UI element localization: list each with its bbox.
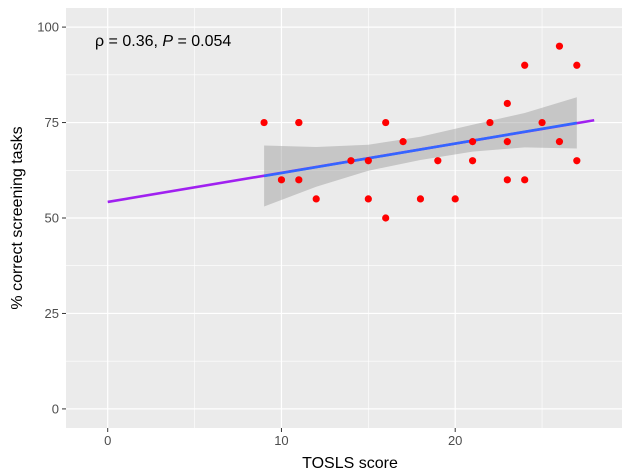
data-point <box>295 118 303 127</box>
rho-value: = 0.36, <box>104 33 162 50</box>
fit-line-layer <box>263 121 578 178</box>
data-point <box>260 118 268 127</box>
data-point <box>573 157 581 165</box>
confidence-band-layer <box>264 97 577 207</box>
data-point <box>295 176 303 184</box>
data-point <box>521 176 529 184</box>
data-point <box>573 61 581 69</box>
data-point <box>382 214 390 222</box>
y-tick-label: 75 <box>45 115 59 130</box>
x-tick-label: 10 <box>274 433 288 448</box>
data-point <box>503 99 511 108</box>
data-point <box>277 176 286 184</box>
data-point <box>468 157 477 165</box>
data-point <box>382 118 390 127</box>
data-point <box>364 157 372 165</box>
data-point <box>538 118 546 127</box>
data-point <box>468 138 477 146</box>
data-point <box>503 176 511 184</box>
y-axis: 0 25 50 75 100 <box>37 20 66 416</box>
x-axis-title: TOSLS score <box>302 455 398 472</box>
y-tick-label: 0 <box>52 401 59 416</box>
y-tick-label: 50 <box>45 211 59 226</box>
p-symbol: P <box>162 33 173 50</box>
data-point <box>555 42 564 50</box>
y-tick-label: 25 <box>45 306 59 321</box>
data-point <box>416 195 425 203</box>
data-point <box>521 61 529 69</box>
major-grid <box>66 8 622 428</box>
x-tick-label: 20 <box>448 433 462 448</box>
data-point <box>451 195 459 203</box>
data-point <box>399 138 407 146</box>
data-point <box>347 157 355 165</box>
p-value: = 0.054 <box>173 33 231 50</box>
x-axis: 0 10 20 <box>104 428 462 448</box>
data-point <box>555 138 564 146</box>
data-point <box>434 157 442 165</box>
rho-symbol: ρ <box>95 33 104 50</box>
y-axis-title: % correct screening tasks <box>9 126 26 309</box>
confidence-band <box>264 97 577 207</box>
y-tick-label: 100 <box>37 20 59 35</box>
data-point <box>503 138 511 146</box>
fit-regression-line <box>263 121 578 178</box>
data-point <box>486 118 494 127</box>
x-tick-label: 0 <box>104 433 111 448</box>
data-point <box>364 195 372 203</box>
points-layer <box>260 42 581 222</box>
correlation-annotation: ρ = 0.36, P = 0.054 <box>95 33 231 50</box>
data-point <box>312 195 320 203</box>
